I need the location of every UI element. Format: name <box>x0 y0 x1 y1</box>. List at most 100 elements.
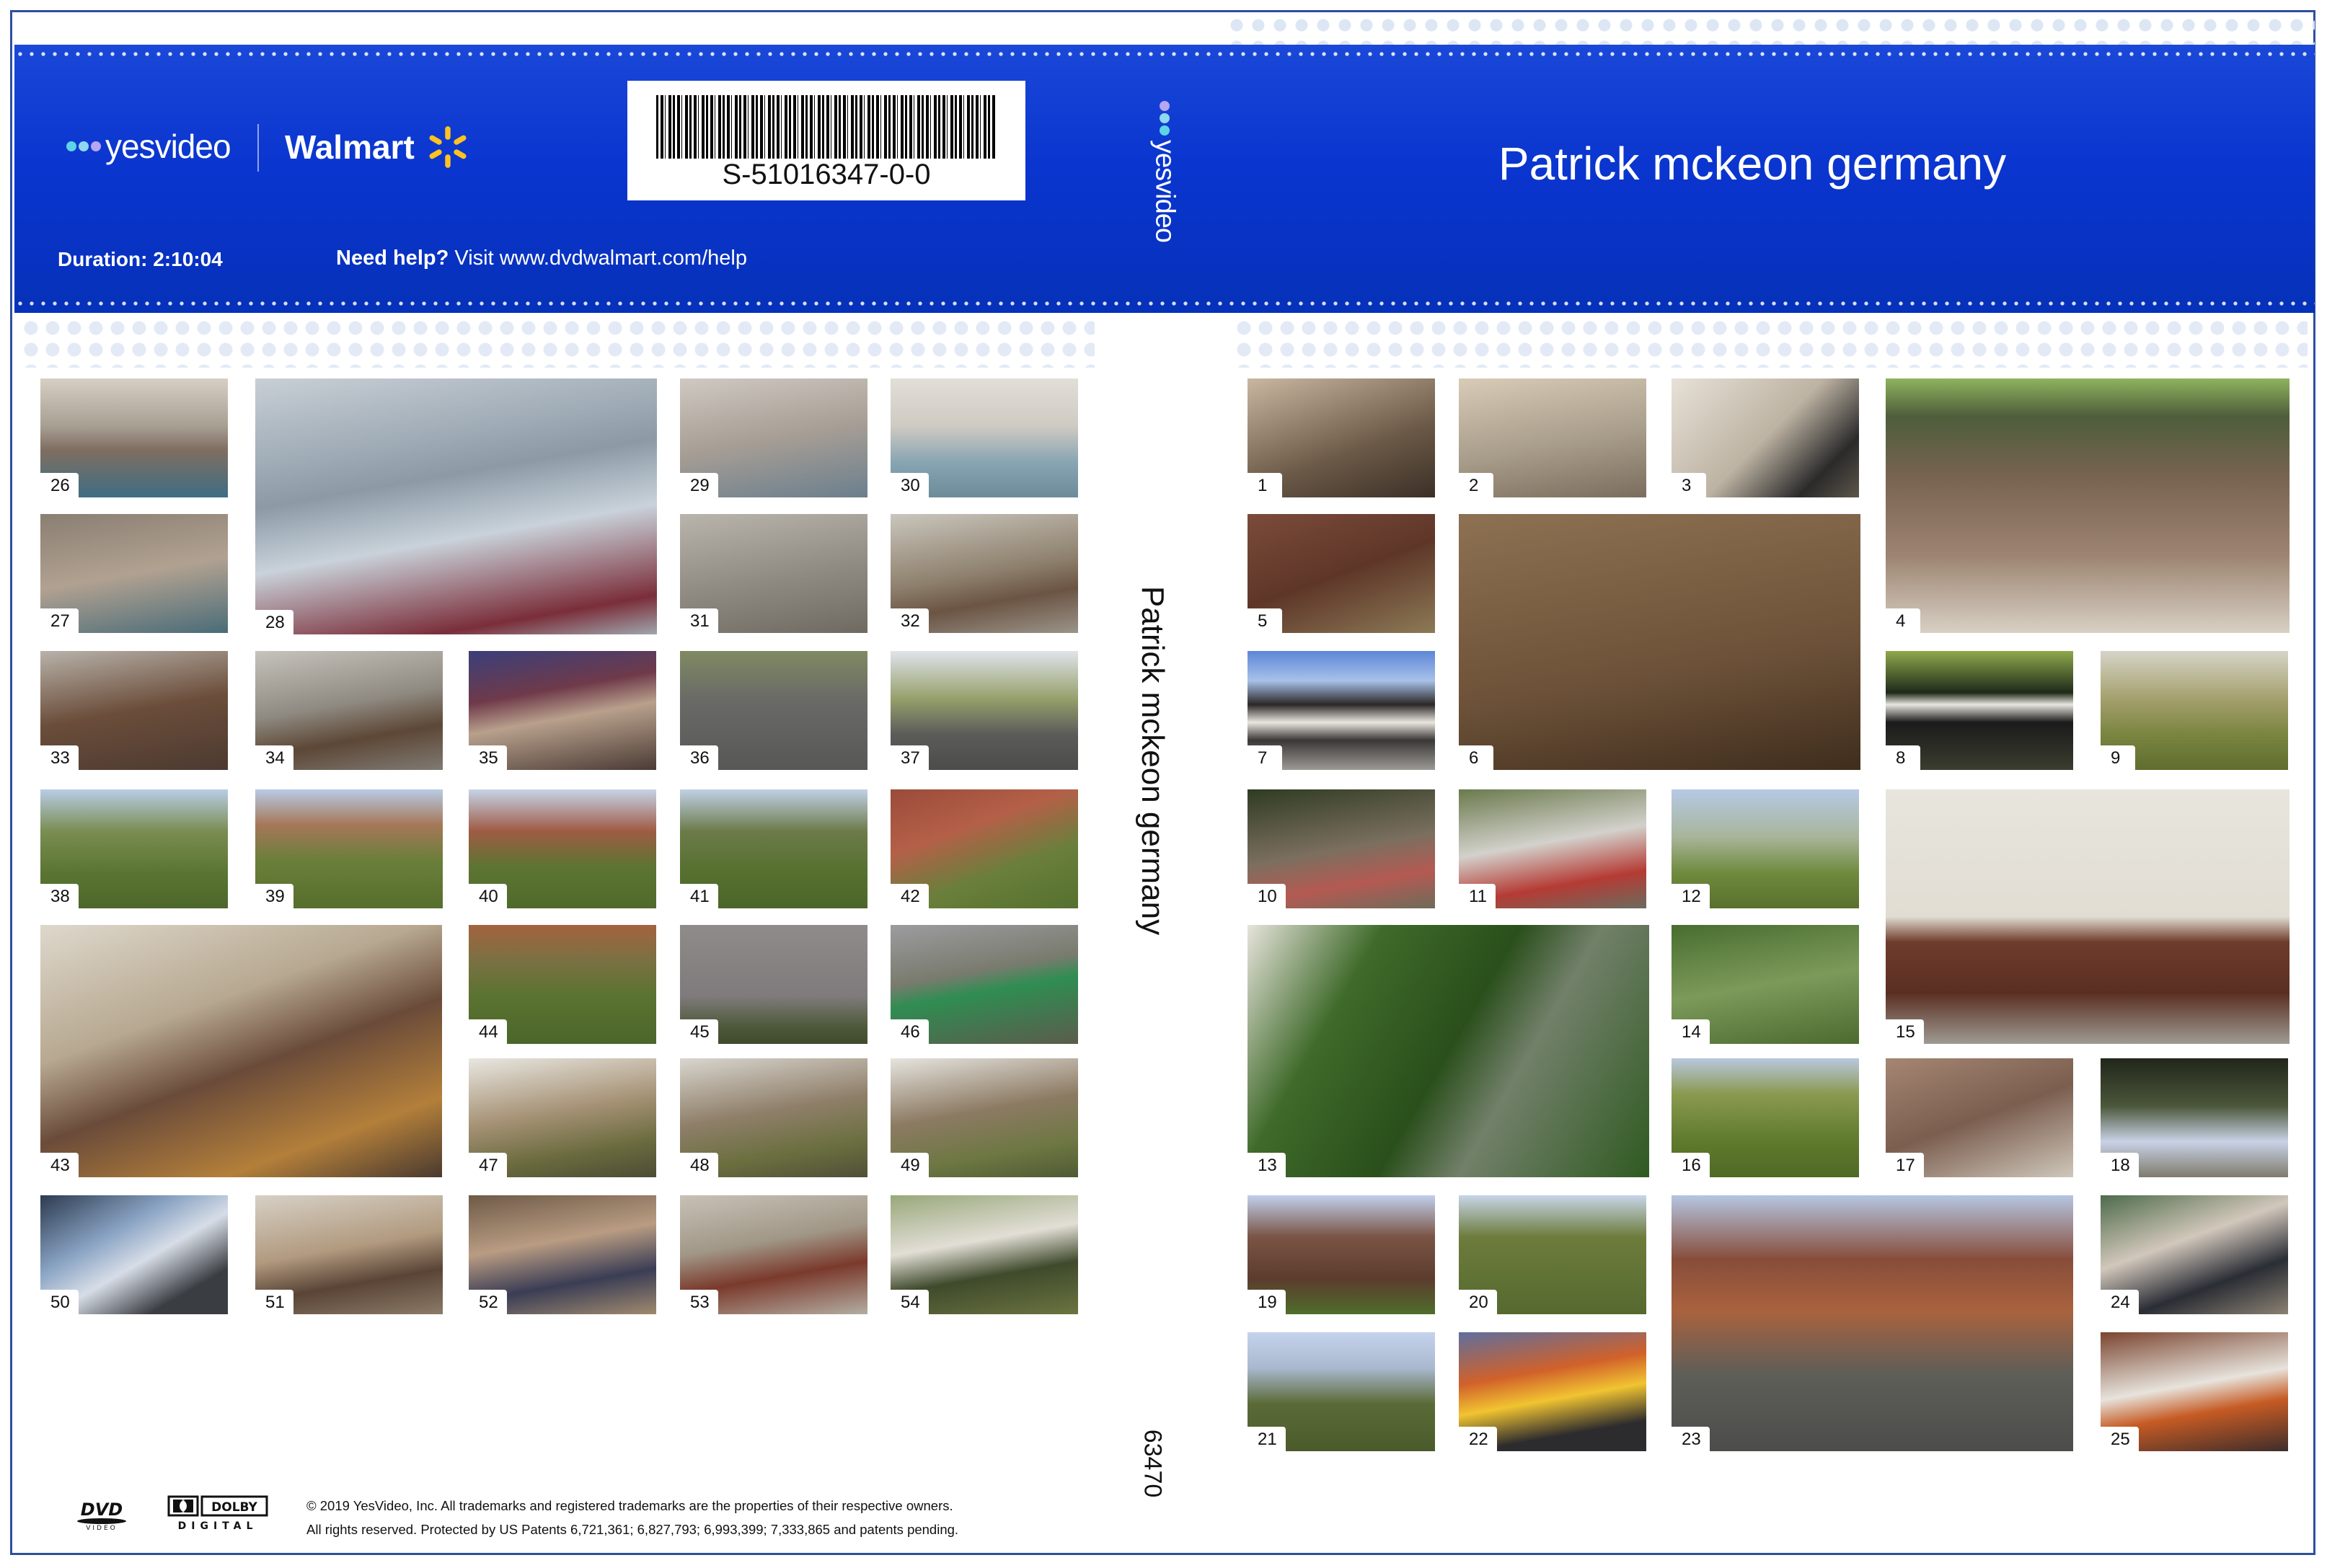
scene-number: 34 <box>255 745 293 770</box>
scene-number: 53 <box>680 1290 718 1314</box>
scene-number: 17 <box>1886 1153 1924 1177</box>
dot-pattern-left <box>20 317 1095 368</box>
scene-number: 21 <box>1248 1427 1286 1451</box>
help-text: Need help? Visit www.dvdwalmart.com/help <box>336 247 747 270</box>
scene-thumbnail: 3 <box>1672 378 1859 497</box>
scene-thumbnail: 33 <box>40 651 228 770</box>
duration-value: 2:10:04 <box>153 248 223 270</box>
scene-number: 51 <box>255 1290 293 1314</box>
scene-number: 11 <box>1459 884 1496 908</box>
scene-number: 47 <box>469 1153 507 1177</box>
scene-number: 50 <box>40 1290 79 1314</box>
scene-number: 7 <box>1248 745 1282 770</box>
scene-number: 25 <box>2101 1427 2139 1451</box>
cover-frame <box>10 10 2315 1555</box>
logo-divider <box>257 124 259 172</box>
scene-thumbnail: 8 <box>1886 651 2073 770</box>
scene-thumbnail: 35 <box>469 651 656 770</box>
yesvideo-logo: yesvideo <box>66 127 231 166</box>
help-link[interactable]: Visit www.dvdwalmart.com/help <box>454 247 747 270</box>
scene-number: 5 <box>1248 608 1282 633</box>
scene-number: 46 <box>891 1019 929 1044</box>
scene-thumbnail: 45 <box>680 925 867 1044</box>
scene-number: 30 <box>891 473 929 497</box>
legal-notice: © 2019 YesVideo, Inc. All trademarks and… <box>306 1494 958 1541</box>
scene-thumbnail: 39 <box>255 789 443 908</box>
scene-number: 38 <box>40 884 79 908</box>
spine-title: Patrick mckeon germany <box>1135 585 1170 936</box>
scene-number: 24 <box>2101 1290 2139 1314</box>
legal-line-1: © 2019 YesVideo, Inc. All trademarks and… <box>306 1498 953 1513</box>
scene-thumbnail: 48 <box>680 1058 867 1177</box>
scene-number: 10 <box>1248 884 1286 908</box>
scene-thumbnail: 36 <box>680 651 867 770</box>
scene-number: 4 <box>1886 608 1920 633</box>
scene-number: 54 <box>891 1290 929 1314</box>
scene-thumbnail: 32 <box>891 514 1078 633</box>
scene-thumbnail: 54 <box>891 1195 1078 1314</box>
scene-number: 42 <box>891 884 929 908</box>
scene-thumbnail: 11 <box>1459 789 1646 908</box>
dolby-logo-text: DOLBY <box>211 1500 257 1515</box>
dvd-logo-text: DVD <box>81 1500 123 1520</box>
scene-thumbnail: 37 <box>891 651 1078 770</box>
scene-number: 14 <box>1672 1019 1710 1044</box>
scene-thumbnail: 42 <box>891 789 1078 908</box>
spine-number: 63470 <box>1139 1429 1167 1498</box>
cover-title: Patrick mckeon germany <box>1498 138 2007 190</box>
barcode-icon <box>656 95 995 159</box>
scene-thumbnail: 1 <box>1248 378 1435 497</box>
scene-number: 15 <box>1886 1019 1924 1044</box>
scene-thumbnail: 44 <box>469 925 656 1044</box>
scene-number: 43 <box>40 1153 79 1177</box>
scene-thumbnail: 52 <box>469 1195 656 1314</box>
yesvideo-dots-icon <box>66 141 101 151</box>
scene-thumbnail: 27 <box>40 514 228 633</box>
scene-thumbnail: 10 <box>1248 789 1435 908</box>
dvd-video-logo: DVD VIDEO <box>77 1500 126 1531</box>
scene-number: 49 <box>891 1153 929 1177</box>
scene-thumbnail: 16 <box>1672 1058 1859 1177</box>
scene-number: 13 <box>1248 1153 1286 1177</box>
scene-thumbnail: 29 <box>680 378 867 497</box>
legal-line-2: All rights reserved. Protected by US Pat… <box>306 1522 959 1537</box>
scene-thumbnail: 14 <box>1672 925 1859 1044</box>
scene-number: 2 <box>1459 473 1493 497</box>
scene-number: 52 <box>469 1290 507 1314</box>
spine-yesvideo-text: yesvideo <box>1149 140 1180 242</box>
scene-thumbnail: 41 <box>680 789 867 908</box>
scene-thumbnail: 25 <box>2101 1332 2288 1451</box>
scene-number: 28 <box>255 610 293 634</box>
scene-number: 16 <box>1672 1153 1710 1177</box>
scene-number: 1 <box>1248 473 1282 497</box>
scene-thumbnail: 18 <box>2101 1058 2288 1177</box>
scene-thumbnail: 20 <box>1459 1195 1646 1314</box>
duration-readout: Duration: 2:10:04 <box>58 248 223 271</box>
header-band: yesvideo Walmart Duration: 2:10:04 Need … <box>14 45 2315 313</box>
scene-thumbnail: 49 <box>891 1058 1078 1177</box>
yesvideo-logo-text: yesvideo <box>105 128 231 165</box>
walmart-logo: Walmart <box>285 123 472 172</box>
scene-thumbnail: 46 <box>891 925 1078 1044</box>
dot-pattern-right <box>1233 317 2308 368</box>
scene-thumbnail: 6 <box>1459 514 1860 770</box>
scene-thumbnail: 34 <box>255 651 443 770</box>
scene-number: 19 <box>1248 1290 1286 1314</box>
scene-number: 6 <box>1459 745 1493 770</box>
scene-thumbnail: 43 <box>40 925 442 1177</box>
help-bold: Need help? <box>336 247 449 270</box>
scene-number: 33 <box>40 745 79 770</box>
scene-thumbnail: 4 <box>1886 378 2290 633</box>
walmart-logo-text: Walmart <box>285 128 415 166</box>
scene-thumbnail: 2 <box>1459 378 1646 497</box>
scene-number: 32 <box>891 608 929 633</box>
scene-number: 37 <box>891 745 929 770</box>
scene-thumbnail: 7 <box>1248 651 1435 770</box>
barcode-text: S-51016347-0-0 <box>722 159 931 190</box>
scene-thumbnail: 23 <box>1672 1195 2073 1451</box>
scene-thumbnail: 21 <box>1248 1332 1435 1451</box>
scene-thumbnail: 17 <box>1886 1058 2073 1177</box>
scene-number: 26 <box>40 473 79 497</box>
scene-thumbnail: 47 <box>469 1058 656 1177</box>
dvd-logo-sub: VIDEO <box>86 1525 118 1531</box>
